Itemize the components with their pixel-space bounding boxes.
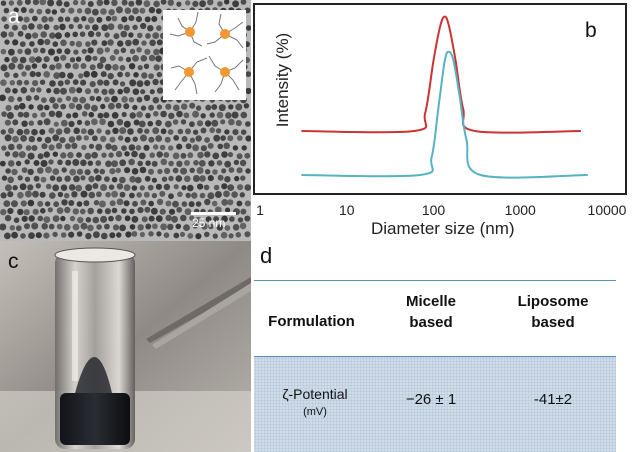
vial-photo <box>0 241 251 452</box>
micelle-schematic <box>169 11 244 95</box>
table-header-rule <box>254 356 616 357</box>
liposome-header-line1: Liposome <box>517 293 589 310</box>
x-tick-label: 10 <box>338 202 355 218</box>
table-data-row-background <box>254 357 616 452</box>
scale-bar-label: 25 nm <box>192 216 226 230</box>
liposome-header-line2: based <box>531 314 575 331</box>
x-tick-label: 100 <box>421 202 446 218</box>
liposome-zeta-value: -41±2 <box>533 391 573 408</box>
scale-bar <box>191 212 236 215</box>
zeta-potential-table-panel: d Formulation Micelle based Liposome bas… <box>251 245 633 452</box>
panel-c-letter: c <box>8 250 19 273</box>
dls-chart-panel: Intensity (%) b 1 10 100 1000 10000 Diameter… <box>251 0 633 245</box>
tem-image-panel: 25 nm a <box>0 0 251 241</box>
panel-b-letter: b <box>585 19 597 42</box>
liposome-header: Liposome based <box>503 291 603 333</box>
x-axis-label: Diameter size (nm) <box>371 219 515 238</box>
formulation-header: Formulation <box>268 313 355 330</box>
series-line-1 <box>301 15 581 134</box>
micelle-schematic-inset <box>163 10 246 100</box>
panel-a-letter: a <box>8 5 20 28</box>
chart-plot <box>301 15 588 179</box>
micelle-header: Micelle based <box>386 291 476 333</box>
micelle-header-line2: based <box>409 314 453 331</box>
x-tick-label: 10000 <box>587 202 627 218</box>
vial-photo-panel: c <box>0 241 251 452</box>
micelle-zeta-value: −26 ± 1 <box>405 391 457 408</box>
micelle-header-line1: Micelle <box>405 293 457 310</box>
zeta-potential-label-line1: ζ-Potential <box>282 386 348 402</box>
panel-d-letter: d <box>260 243 273 268</box>
series-line-2 <box>301 50 588 179</box>
x-tick-label: 1 <box>256 202 264 218</box>
x-tick-label: 1000 <box>504 202 536 218</box>
chart-frame <box>253 3 627 195</box>
table-top-rule <box>254 280 616 281</box>
zeta-potential-label: ζ-Potential (mV) <box>265 386 365 418</box>
y-axis-label: Intensity (%) <box>273 32 292 128</box>
zeta-potential-unit: (mV) <box>303 406 327 418</box>
